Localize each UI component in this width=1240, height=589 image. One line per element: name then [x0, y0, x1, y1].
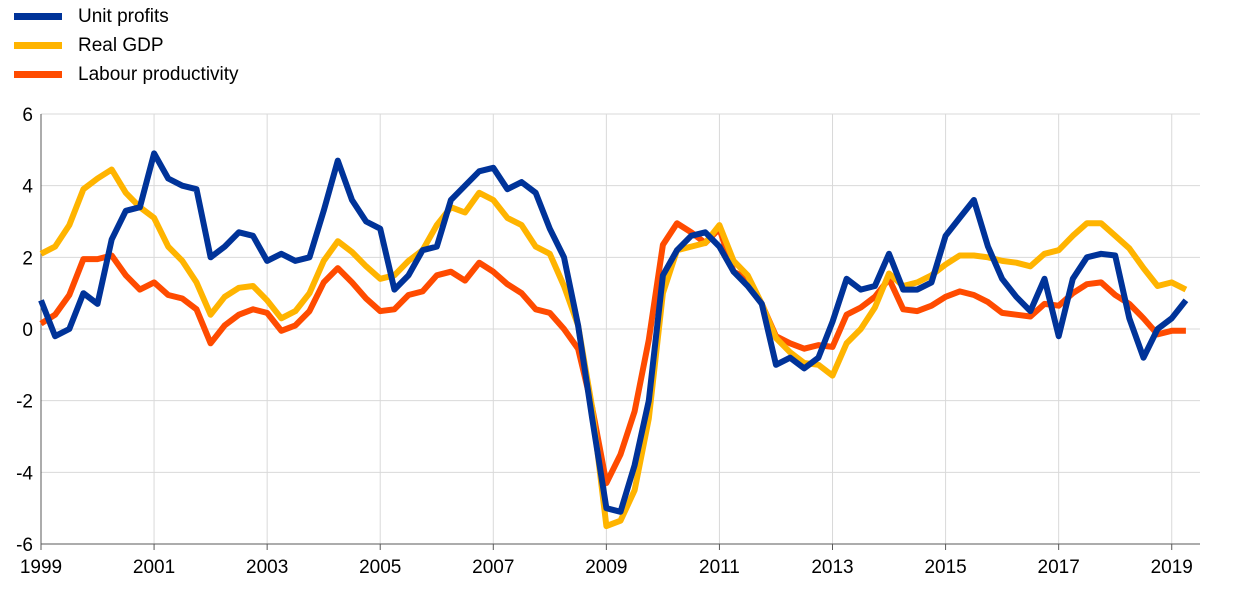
x-tick-label: 2011	[699, 557, 740, 578]
legend-swatch-real-gdp	[14, 42, 62, 49]
legend-label-unit-profits: Unit profits	[78, 5, 169, 27]
legend-swatch-labour-productivity	[14, 71, 62, 78]
x-tick-label: 2019	[1151, 557, 1193, 578]
legend-item-labour-productivity: Labour productivity	[14, 60, 239, 89]
y-tick-label: -6	[16, 535, 33, 556]
y-tick-label: 4	[22, 177, 33, 198]
legend-item-unit-profits: Unit profits	[14, 2, 239, 31]
axes	[40, 114, 1200, 550]
legend-swatch-unit-profits	[14, 13, 62, 20]
y-tick-label: -2	[16, 392, 33, 413]
y-tick-label: 0	[22, 320, 33, 341]
x-tick-label: 2001	[133, 557, 175, 578]
x-tick-label: 1999	[20, 557, 62, 578]
x-tick-label: 2005	[359, 557, 401, 578]
legend-label-real-gdp: Real GDP	[78, 34, 164, 56]
legend-item-real-gdp: Real GDP	[14, 31, 239, 60]
y-tick-label: 2	[22, 248, 33, 269]
x-tick-label: 2009	[585, 557, 627, 578]
x-tick-label: 2013	[811, 557, 853, 578]
x-tick-label: 2015	[924, 557, 966, 578]
series-lines	[38, 150, 1189, 530]
legend-label-labour-productivity: Labour productivity	[78, 63, 239, 85]
x-tick-label: 2007	[472, 557, 514, 578]
gridlines	[41, 113, 1200, 545]
series-line-unit-profits	[38, 150, 1189, 515]
y-tick-label: -4	[16, 463, 33, 484]
chart-legend: Unit profits Real GDP Labour productivit…	[14, 2, 239, 89]
x-tick-label: 2003	[246, 557, 288, 578]
x-tick-label: 2017	[1038, 557, 1080, 578]
y-tick-label: 6	[22, 105, 33, 126]
series-line-labour-productivity	[39, 220, 1186, 487]
